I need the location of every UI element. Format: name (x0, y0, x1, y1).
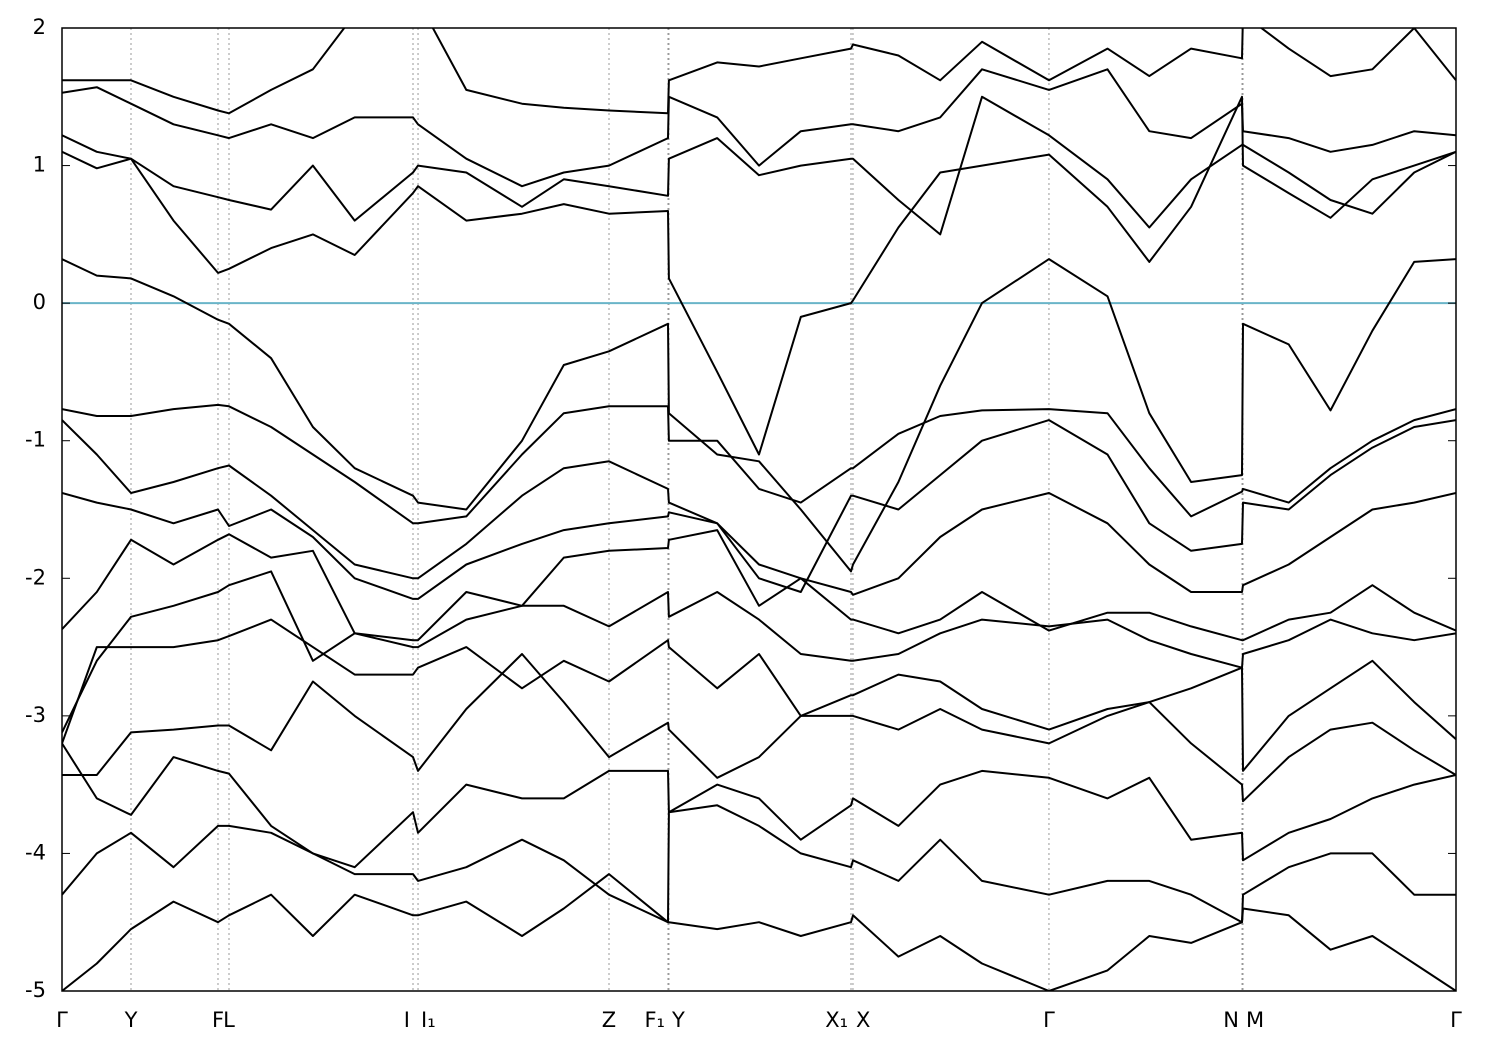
x-tick-label: F₁ (644, 1008, 665, 1032)
x-tick-label: L (223, 1008, 235, 1032)
x-tick-label: Z (602, 1008, 616, 1032)
band-line (62, 570, 1456, 733)
y-tick-label: 1 (33, 153, 46, 177)
band-line (62, 28, 1456, 115)
x-tick-label: Γ (1450, 1008, 1462, 1032)
band-line (62, 873, 1456, 991)
x-tick-label: F (212, 1008, 224, 1032)
x-tick-label: X (856, 1008, 870, 1032)
y-tick-label: -2 (25, 565, 46, 589)
band-line (62, 653, 1456, 803)
y-tick-label: 0 (33, 290, 46, 314)
band-line (62, 419, 1456, 593)
band-line (62, 742, 1456, 869)
x-tick-label: Y (671, 1008, 685, 1032)
band-line (62, 403, 1456, 525)
band-line (62, 492, 1456, 600)
band-line (62, 95, 1456, 456)
x-tick-label: Y (124, 1008, 138, 1032)
plot-frame (61, 27, 1457, 992)
y-tick-label: -1 (25, 428, 46, 452)
band-line (62, 804, 1456, 924)
x-tick-label: N (1223, 1008, 1239, 1032)
x-tick-label: Γ (56, 1008, 68, 1032)
y-tick-label: -4 (25, 840, 46, 864)
y-tick-label: -5 (25, 978, 46, 1002)
bands (62, 28, 1456, 991)
band-line (62, 529, 1456, 642)
y-tick-label: 2 (33, 15, 46, 39)
x-tick-label: I (404, 1008, 410, 1032)
band-line (62, 618, 1456, 772)
band-line (62, 258, 1456, 573)
x-tick-label: M (1246, 1008, 1264, 1032)
x-tick-label: Γ (1043, 1008, 1055, 1032)
x-tick-label: I₁ (421, 1008, 436, 1032)
x-tick-label: X₁ (825, 1008, 848, 1032)
y-tick-label: -3 (25, 703, 46, 727)
